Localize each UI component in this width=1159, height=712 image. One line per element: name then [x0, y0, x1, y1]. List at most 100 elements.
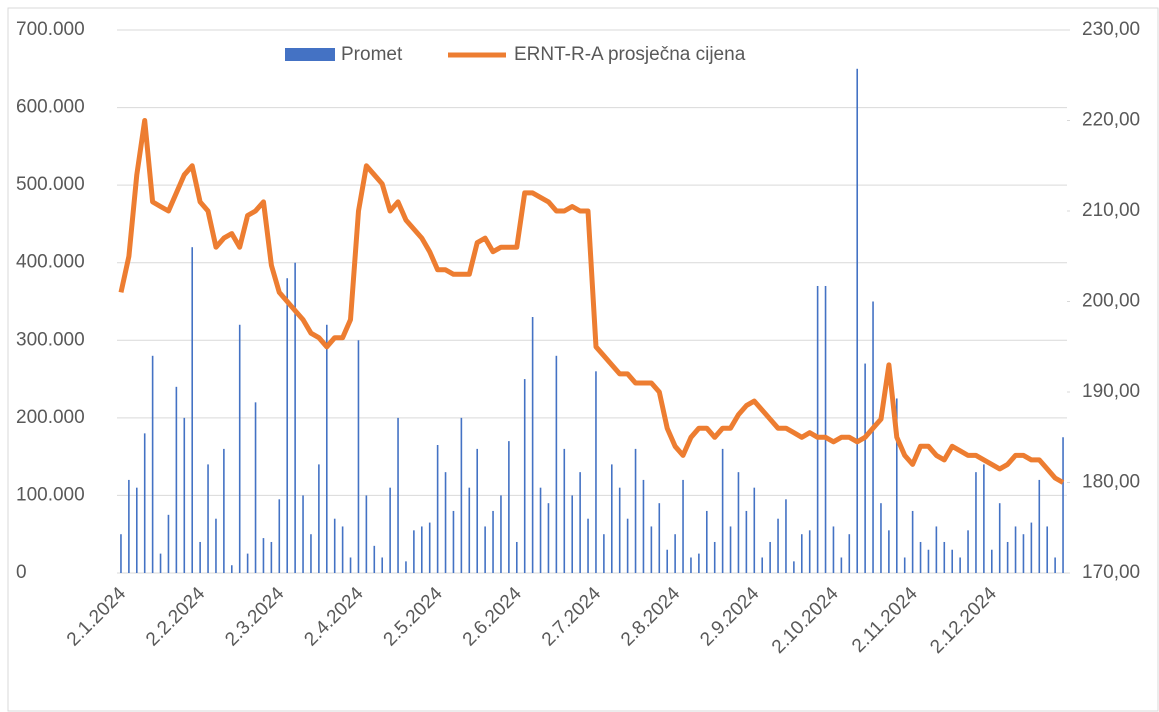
bar	[737, 472, 740, 573]
bar	[888, 530, 890, 573]
bar	[302, 495, 304, 573]
y-tick-label: 500.000	[16, 174, 85, 195]
bar	[610, 464, 613, 573]
bar	[1046, 526, 1049, 573]
bar	[848, 534, 851, 573]
y-tick-label: 400.000	[16, 252, 85, 273]
bar	[365, 495, 368, 573]
bar	[785, 499, 787, 573]
bar	[349, 557, 352, 573]
y2-tick-label: 200,00	[1082, 291, 1140, 312]
bar	[183, 417, 186, 573]
bar	[420, 526, 423, 573]
bar	[943, 541, 946, 573]
bar	[191, 247, 194, 573]
legend-swatch	[285, 48, 335, 61]
bar	[713, 541, 716, 573]
y2-tick-label: 170,00	[1082, 562, 1140, 583]
y2-tick-label: 220,00	[1082, 110, 1140, 131]
bar	[238, 324, 241, 573]
bar	[729, 526, 732, 573]
bar	[872, 301, 874, 573]
bar	[436, 445, 439, 573]
bar	[935, 526, 938, 573]
bar	[880, 503, 882, 573]
bar	[951, 549, 954, 573]
bar	[864, 363, 866, 573]
bar	[777, 518, 779, 573]
bar	[341, 526, 344, 573]
bar	[634, 448, 637, 573]
bar	[135, 487, 138, 573]
bar	[500, 495, 502, 573]
bar	[895, 398, 898, 573]
bar	[642, 479, 645, 573]
bar	[1006, 541, 1009, 573]
price-line	[118, 118, 1065, 485]
bar	[919, 541, 922, 573]
bar	[254, 402, 257, 573]
bar	[800, 534, 803, 573]
bar	[1062, 437, 1064, 573]
bar	[199, 541, 201, 573]
bar	[318, 464, 320, 573]
bar	[808, 530, 811, 573]
y-tick-label: 300.000	[16, 329, 85, 350]
bar	[175, 386, 178, 573]
bar	[753, 487, 756, 573]
y2-tick-label: 190,00	[1082, 381, 1140, 402]
bar	[397, 417, 399, 573]
bar	[230, 565, 233, 573]
y2-tick-label: 210,00	[1082, 200, 1140, 221]
bar	[1022, 534, 1025, 573]
bar	[286, 278, 289, 573]
legend-label: ERNT-R-A prosječna cijena	[514, 44, 746, 65]
bar	[357, 340, 360, 573]
bar	[658, 503, 661, 573]
bar	[294, 262, 296, 573]
bar	[413, 530, 415, 573]
bar	[761, 557, 764, 573]
bar	[159, 553, 162, 573]
bar	[721, 448, 724, 573]
legend-label: Promet	[341, 44, 403, 65]
bar	[983, 464, 985, 573]
bar	[911, 510, 914, 573]
bar	[998, 503, 1001, 573]
bar	[381, 557, 384, 573]
bar	[563, 448, 566, 573]
y-tick-label: 100.000	[16, 484, 85, 505]
y2-tick-label: 180,00	[1082, 472, 1140, 493]
bar	[373, 545, 376, 573]
bar	[571, 495, 574, 573]
bar	[674, 534, 676, 573]
bar	[816, 285, 819, 573]
bar	[793, 561, 795, 573]
bar	[484, 526, 486, 573]
bar	[428, 522, 431, 573]
bar	[492, 510, 494, 573]
bar	[579, 472, 581, 573]
bar	[705, 510, 708, 573]
bar	[856, 68, 859, 574]
bar	[325, 324, 328, 573]
bar	[587, 518, 589, 573]
bar	[167, 514, 170, 573]
bar	[603, 534, 605, 573]
bar	[682, 479, 684, 573]
bar	[389, 487, 391, 573]
bar	[698, 553, 700, 573]
bar	[262, 538, 265, 573]
bar	[626, 518, 629, 573]
bar	[824, 285, 827, 573]
bar	[832, 526, 835, 573]
bar	[595, 371, 597, 573]
bar	[618, 487, 621, 573]
bar	[927, 549, 930, 573]
bar	[903, 557, 906, 573]
bar	[468, 487, 471, 573]
bar	[990, 549, 993, 573]
bar	[476, 448, 479, 573]
bar	[120, 534, 122, 573]
